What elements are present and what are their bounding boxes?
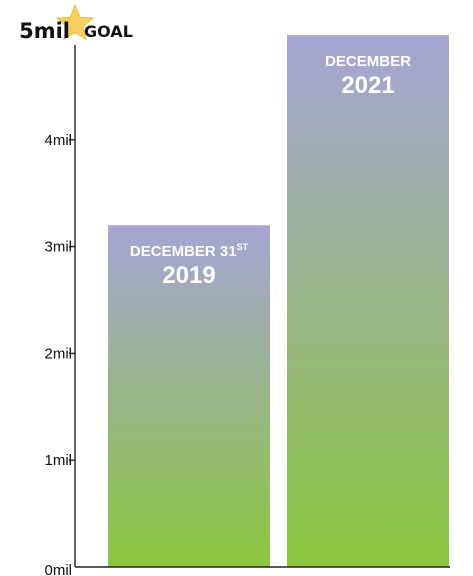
- bar-label-date: DECEMBER 31ST: [130, 242, 249, 260]
- y-tick-label: 0mil: [44, 562, 72, 576]
- bar-label-date: DECEMBER: [325, 53, 411, 70]
- bar-label-year: 2021: [341, 72, 394, 99]
- goal-value-label: 5mil: [19, 19, 70, 43]
- bar-2021: [287, 35, 449, 568]
- y-tick-label: 1mil: [44, 452, 72, 469]
- star-icon: [55, 3, 95, 41]
- y-tick-label: 2mil: [44, 345, 72, 362]
- y-tick-label: 3mil: [44, 239, 72, 256]
- y-axis-ticks: 0mil 1mil 2mil 3mil 4mil: [44, 132, 75, 576]
- goal-label: GOAL: [84, 22, 133, 41]
- bar-2019: [108, 225, 270, 568]
- bar-label-year: 2019: [162, 262, 215, 289]
- y-tick-label: 4mil: [44, 132, 72, 149]
